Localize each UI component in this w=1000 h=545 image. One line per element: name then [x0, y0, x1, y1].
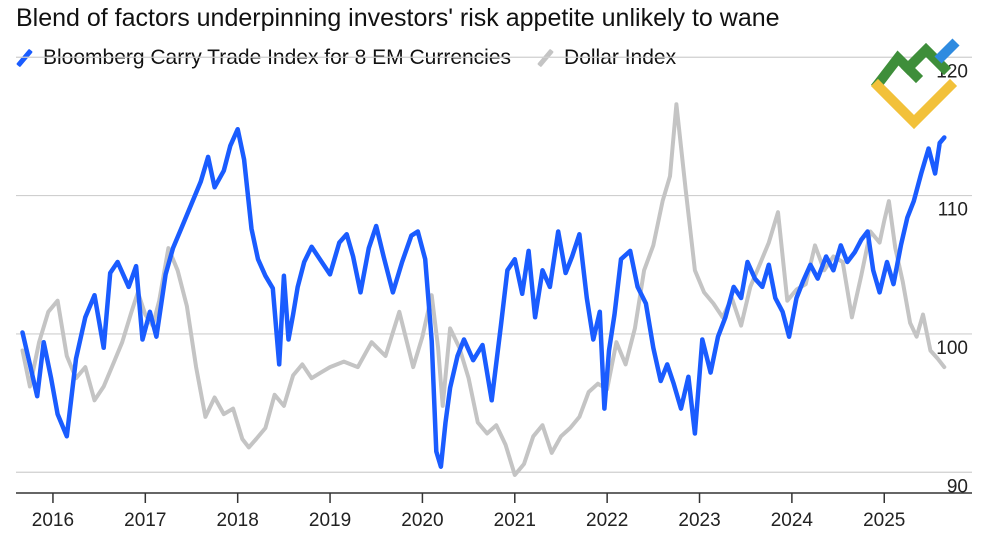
x-tick-label: 2022	[586, 510, 628, 531]
x-tick-label: 2024	[771, 510, 814, 531]
y-tick-label: 100	[936, 338, 968, 359]
grid-layer	[16, 56, 972, 473]
x-tick-label: 2025	[863, 510, 905, 531]
x-tick-label: 2023	[678, 510, 720, 531]
x-axis: 2016 2017 2018 2019 2020 2021 2022 2023 2024 2025	[16, 492, 972, 531]
series-layer	[20, 102, 947, 477]
x-tick-label: 2020	[401, 510, 443, 531]
x-tick-label: 2017	[124, 510, 166, 531]
y-tick-label: 110	[938, 200, 968, 221]
chart-title: Blend of factors underpinning investors'…	[16, 4, 780, 32]
series-line-dollar-index	[20, 102, 947, 477]
x-tick-label: 2018	[217, 510, 259, 531]
series-line-carry-trade-index	[20, 126, 947, 469]
y-tick-label: 90	[947, 476, 968, 497]
brand-logo-icon	[870, 38, 960, 130]
x-tick-label: 2016	[32, 510, 74, 531]
x-tick-label: 2019	[309, 510, 351, 531]
x-tick-label: 2021	[494, 510, 536, 531]
